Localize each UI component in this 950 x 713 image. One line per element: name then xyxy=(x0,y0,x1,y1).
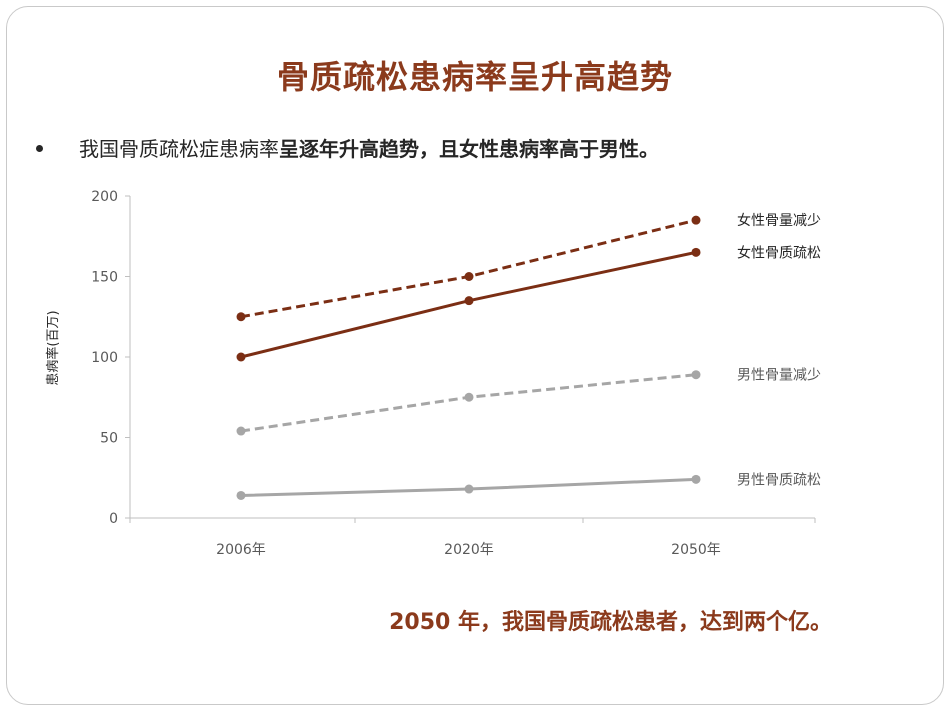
x-tick-label: 2050年 xyxy=(671,542,721,558)
series-label: 男性骨量减少 xyxy=(737,368,821,384)
bullet-point: 我国骨质疏松症患病率呈逐年升高趋势，且女性患病率高于男性。 xyxy=(36,133,659,162)
y-axis-title: 患病率(百万) xyxy=(45,310,61,385)
data-point xyxy=(464,272,474,281)
data-point xyxy=(464,392,474,402)
data-point xyxy=(691,370,701,380)
slide-title: 骨质疏松患病率呈升高趋势 xyxy=(276,58,673,96)
data-point xyxy=(691,215,701,225)
y-tick-label: 150 xyxy=(91,270,118,286)
x-tick-label: 2020年 xyxy=(444,542,494,558)
y-tick-label: 100 xyxy=(91,350,118,366)
data-point xyxy=(691,474,701,484)
y-tick-label: 0 xyxy=(109,511,118,527)
data-point xyxy=(691,247,701,257)
bullet-text-bold: 呈逐年升高趋势，且女性患病率高于男性。 xyxy=(279,137,659,161)
data-point xyxy=(236,312,246,322)
bullet-dot-icon xyxy=(36,145,43,152)
y-tick-label: 50 xyxy=(100,431,118,447)
series-label: 男性骨质疏松 xyxy=(737,472,821,488)
series-label: 女性骨量减少 xyxy=(737,212,821,229)
y-tick-label: 200 xyxy=(91,189,118,205)
data-point xyxy=(236,490,246,500)
series-label: 女性骨质疏松 xyxy=(737,244,821,261)
slide-frame xyxy=(6,6,944,705)
conclusion-text: 2050 年，我国骨质疏松患者，达到两个亿。 xyxy=(389,610,832,635)
data-point xyxy=(236,352,246,362)
data-point xyxy=(464,484,474,494)
x-tick-label: 2006年 xyxy=(216,542,266,558)
bullet-text: 我国骨质疏松症患病率 xyxy=(79,137,279,161)
data-point xyxy=(464,296,474,306)
series-line xyxy=(240,373,697,433)
data-point xyxy=(236,426,246,436)
